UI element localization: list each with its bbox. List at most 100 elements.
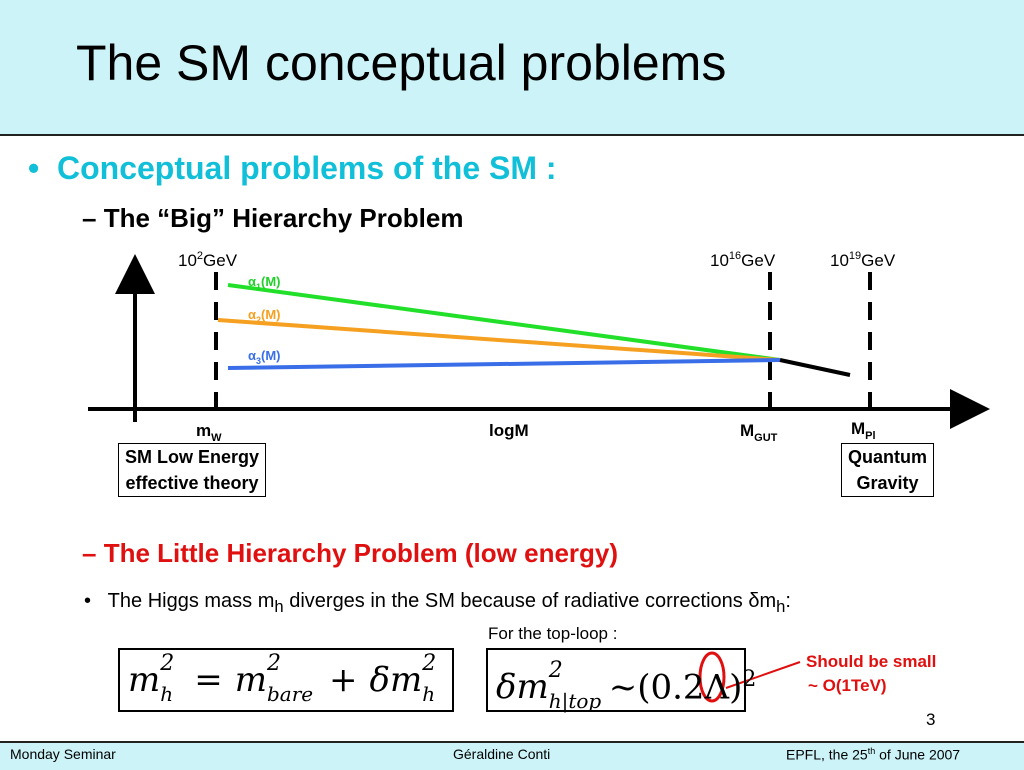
coupling-index: 2 [256,315,261,325]
scale-box: Quantum Gravity [841,443,934,497]
diagram: 102GeV 1016GeV 1019GeV α1(M) α2(M) α3(M)… [88,250,990,703]
scale-unit: GeV [861,251,896,270]
scale-base: 10 [830,251,849,270]
sub: h|top [548,689,602,714]
text: 2 [742,667,757,692]
coupling-arg: (M) [261,348,281,363]
footer-left: Monday Seminar [10,746,116,762]
text: EPFL, the 25 [786,746,868,763]
sentence: • The Higgs mass mh diverges in the SM b… [84,590,791,616]
coupling-label: α2(M) [248,307,281,325]
axis-mark-main: M [740,421,754,440]
footer-right: EPFL, the 25th of June 2007 [786,746,960,763]
operator: = [194,660,223,700]
box-line: Gravity [856,473,919,493]
axis-mark: mW [196,421,222,444]
text: diverges in the SM because of radiative … [283,590,749,612]
axis-title: logM [489,421,529,440]
bullet-text: Conceptual problems of the SM : [56,150,557,186]
coupling-arg: (M) [261,274,281,289]
axis-mark-main: M [851,419,865,438]
coupling-label: α3(M) [248,348,281,366]
text: m [759,590,777,612]
formula: δm 2 h|top ~(0.2Λ)2 [486,648,756,715]
note-line: ~ O(1TeV) [808,676,887,695]
note-line: Should be small [806,652,937,671]
box-line: effective theory [125,473,259,493]
text: Λ [704,667,730,708]
text: h [776,597,786,616]
axis-mark-sub: W [211,432,222,444]
pointer-line [725,661,801,689]
term: m 2 bare [234,651,313,708]
scale-unit: GeV [203,251,238,270]
text: The Higgs mass m [107,590,275,612]
coupling-arg: (M) [261,307,281,322]
axis-mark-sub: Pl [865,430,875,442]
subheading: – The Little Hierarchy Problem (low ener… [82,538,619,568]
footer-center: Géraldine Conti [453,746,551,762]
term: δm 2 h [369,651,437,708]
coupling-symbol: α [248,274,256,289]
operator: + [329,660,358,700]
unified-line [779,358,851,377]
formula: m 2 h = m 2 bare + δm 2 h [118,648,455,712]
box-line: SM Low Energy [125,447,260,467]
text: th [867,746,876,756]
text: ~(0.2 [608,667,705,708]
header [0,0,1024,136]
coupling-line [217,318,781,362]
text: : [785,590,791,612]
box-line: Quantum [848,447,927,467]
scale-exp: 2 [197,250,203,262]
scale-exp: 16 [729,250,741,262]
coupling-index: 3 [256,356,261,366]
coupling-line [227,283,781,362]
axis-mark: MGUT [740,421,778,444]
sub: h [160,682,174,706]
sub: h [422,682,436,706]
term: δm 2 h|top [496,658,601,715]
sup: 2 [422,651,437,676]
text: of June 2007 [875,746,961,763]
base: δm [369,660,423,700]
base: m [128,660,161,700]
subheading-text: The Little Hierarchy Problem (low energy… [103,538,619,568]
axis-mark-main: m [196,421,211,440]
base: m [234,660,267,700]
scale-box: SM Low Energy effective theory [118,443,267,497]
subheading-text: The “Big” Hierarchy Problem [103,203,464,233]
sup: 2 [160,651,175,676]
top-loop-label: For the top-loop : [488,624,618,643]
sub: bare [267,682,314,706]
coupling-symbol: α [248,348,256,363]
coupling-index: 1 [256,282,261,292]
scale-label: 102GeV [178,250,238,270]
scale-label: 1019GeV [830,250,896,270]
title: The SM conceptual problems [76,35,727,91]
text: h [274,597,284,616]
base: δm [496,667,549,708]
highlight-circle [698,651,726,703]
subheading: – The “Big” Hierarchy Problem [82,203,464,233]
text: ) [729,667,743,708]
scale-unit: GeV [741,251,776,270]
page-number: 3 [926,710,936,729]
footer [0,741,1024,770]
bullet: • Conceptual problems of the SM : [28,150,557,186]
scale-base: 10 [178,251,197,270]
coupling-line [227,358,781,370]
axis-mark-sub: GUT [754,432,778,444]
note: Should be small ~ O(1TeV) [806,650,936,698]
axis-mark: MPl [851,419,876,442]
scale-exp: 19 [849,250,861,262]
scale-base: 10 [710,251,729,270]
scale-label: 1016GeV [710,250,776,270]
sup: 2 [548,658,563,684]
text: δ [748,590,760,612]
coupling-symbol: α [248,307,256,322]
sup: 2 [267,651,281,676]
